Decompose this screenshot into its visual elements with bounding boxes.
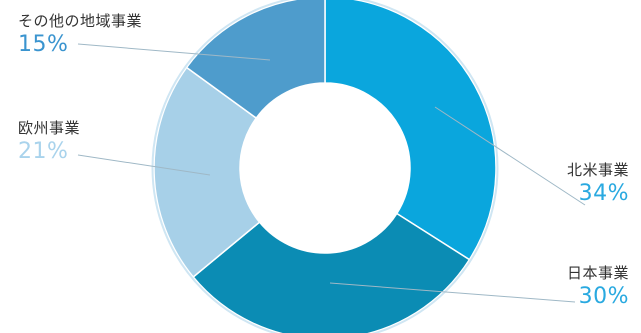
leader-line-other [77, 43, 271, 61]
slice-label-north-america: 北米事業 34% [567, 163, 629, 205]
slice-label-europe: 欧州事業 21% [18, 121, 80, 163]
donut-slice-north-america [324, 0, 497, 261]
slice-name-europe: 欧州事業 [18, 119, 81, 137]
donut-slice-europe [153, 66, 261, 279]
slice-name-japan: 日本事業 [566, 264, 629, 282]
slice-name-north-america: 北米事業 [566, 161, 629, 179]
slice-label-japan: 日本事業 30% [567, 266, 629, 308]
leader-line-japan [329, 282, 576, 303]
slice-percent-europe: 21% [18, 139, 69, 164]
slice-label-other: その他の地域事業 15% [18, 14, 142, 56]
slice-percent-other: 15% [18, 32, 69, 57]
donut-outer-ring [151, 0, 499, 333]
slice-percent-japan: 30% [578, 284, 629, 309]
donut-slice-japan [192, 212, 471, 333]
leader-line-north-america [434, 106, 586, 206]
slice-percent-north-america: 34% [578, 181, 629, 206]
leader-line-europe [77, 154, 211, 176]
slice-name-other: その他の地域事業 [18, 12, 143, 30]
